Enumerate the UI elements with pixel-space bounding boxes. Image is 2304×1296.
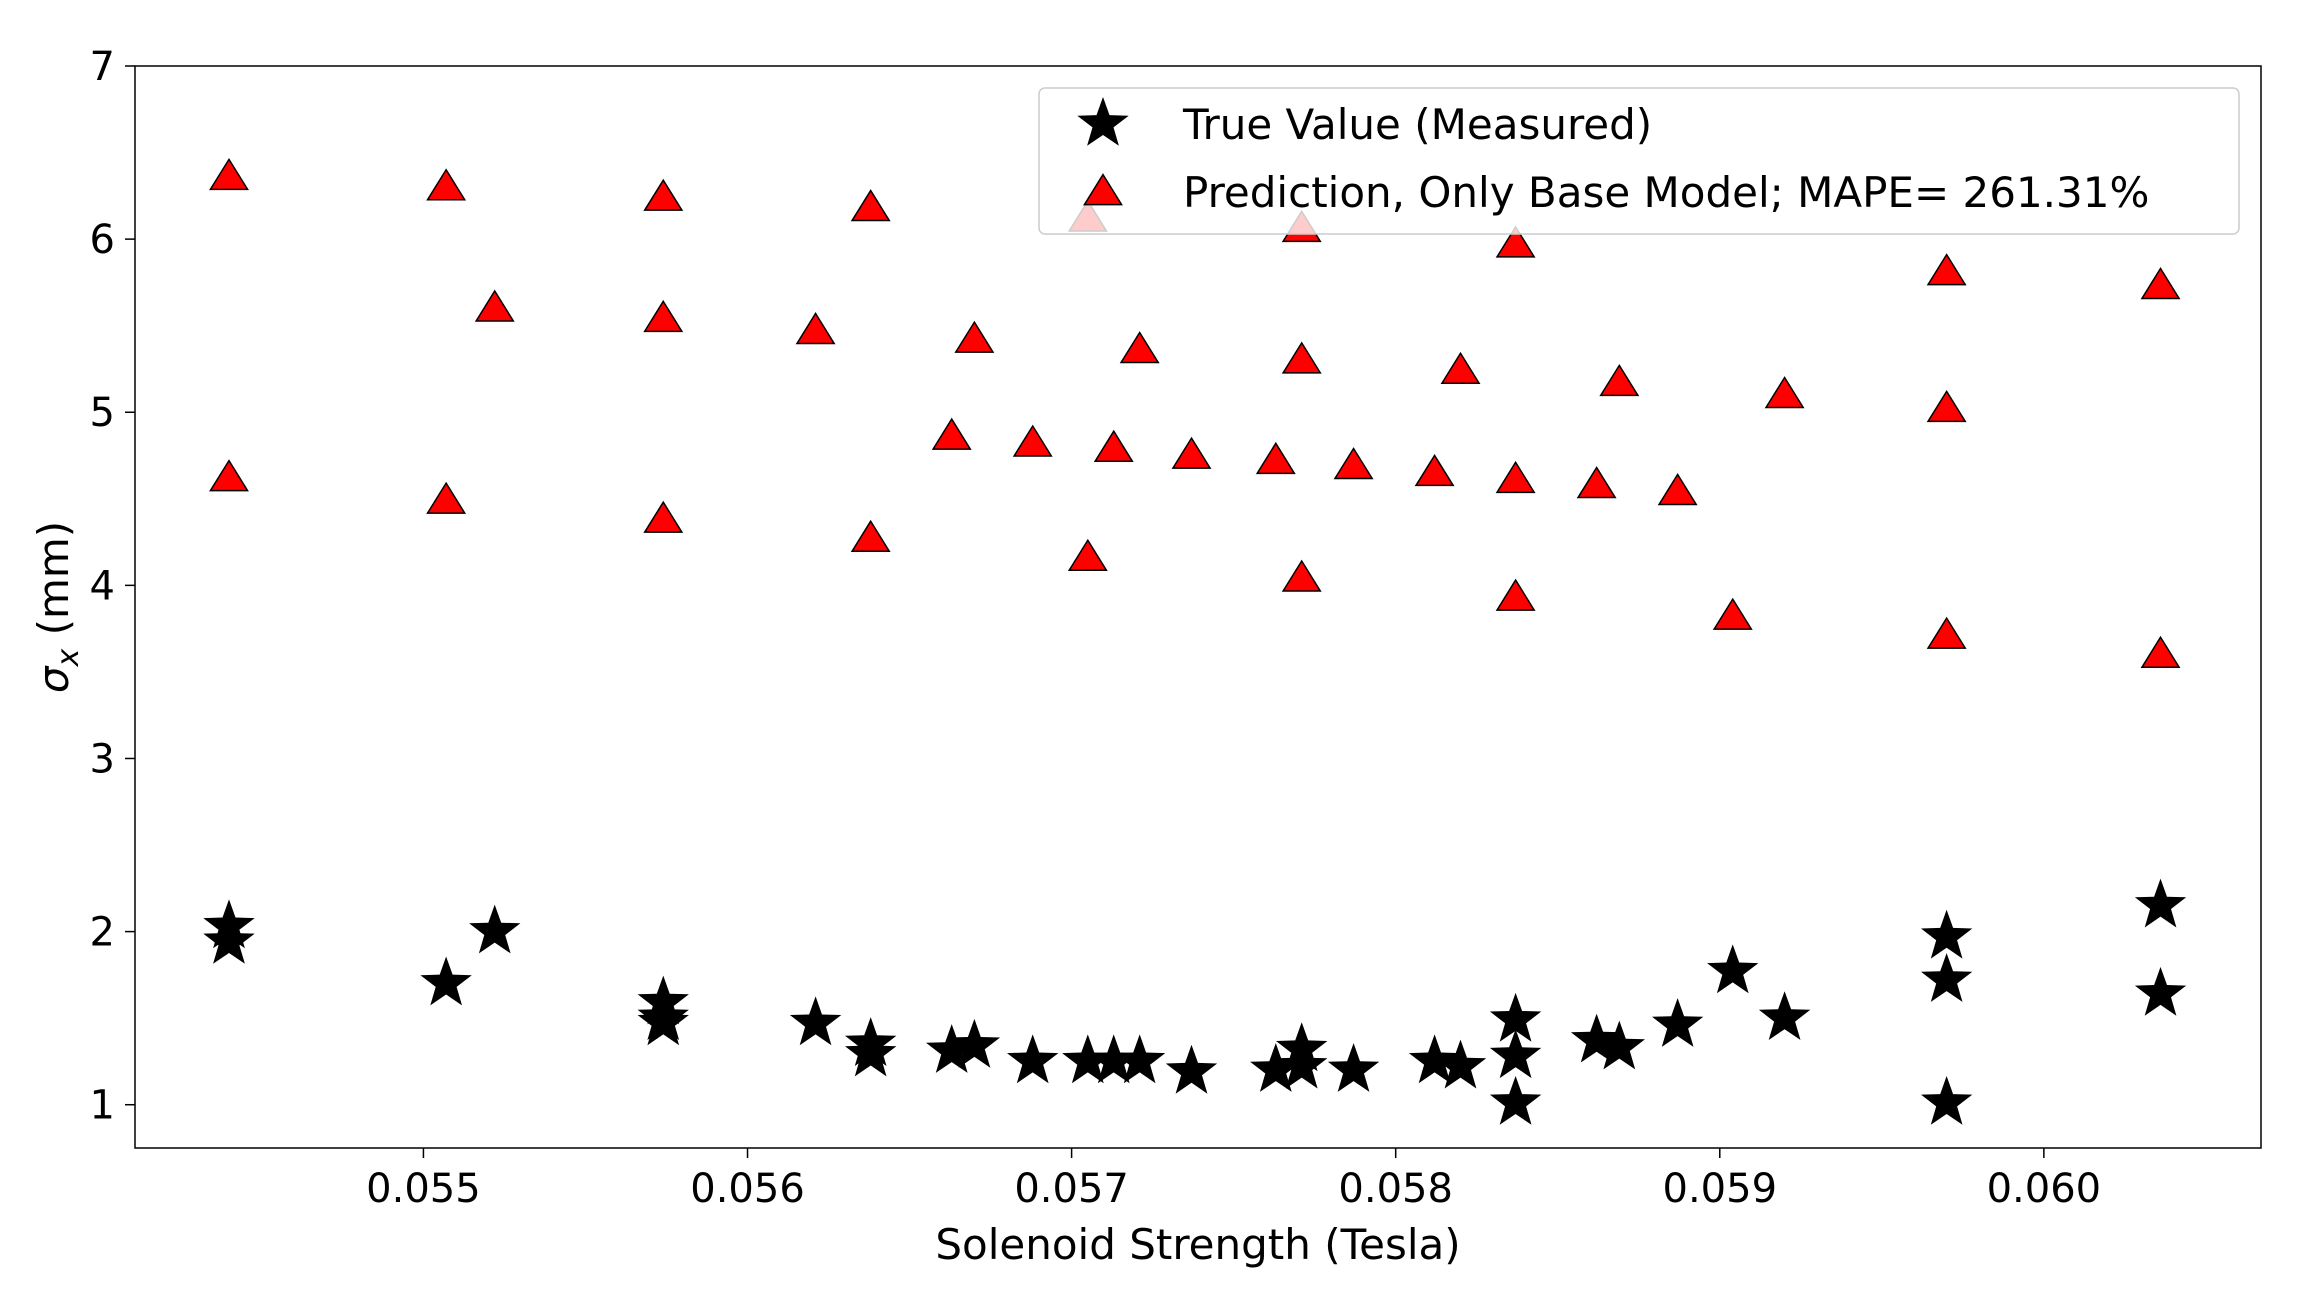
true-value-point [1062,1034,1114,1084]
true-value-point [1250,1043,1302,1092]
legend-label: True Value (Measured) [1182,100,1652,149]
true-value-point [420,956,472,1006]
prediction-point [1495,578,1536,611]
prediction-point [1926,253,1967,286]
prediction-point [209,459,249,492]
prediction-point [1599,363,1640,397]
prediction-point [1255,441,1296,475]
plot-frame [134,65,2262,1149]
true-value-point [469,904,521,954]
y-axis-label-symbol: σ [29,665,78,693]
prediction-point [1495,460,1536,494]
true-value-point [1707,944,1759,994]
true-value-point [1921,953,1973,1002]
true-value-point [1276,1039,1328,1089]
prediction-point [1333,447,1374,480]
y-axis-label: σx (mm) [29,521,86,693]
y-tick-label: 7 [90,44,115,90]
true-value-point [1652,998,1704,1047]
prediction-point [643,178,684,211]
x-axis-ticks: 0.055 0.056 0.057 0.058 0.059 0.060 [366,1148,2101,1212]
prediction-point [1414,454,1455,487]
true-value-point [2134,878,2187,928]
y-tick-label: 2 [90,910,115,956]
y-axis-label-unit: (mm) [29,521,78,649]
true-value-point [1489,992,1542,1042]
prediction-point [2140,267,2181,300]
x-axis-label: Solenoid Strength (Tesla) [935,1220,1460,1269]
y-tick-label: 3 [90,736,115,782]
prediction-point [954,320,995,353]
prediction-point [931,417,972,450]
prediction-point [1657,473,1698,506]
prediction-point [1495,225,1536,258]
true-value-point [1593,1020,1645,1070]
prediction-point [1926,616,1967,649]
true-value-point [1921,1076,1973,1125]
true-value-point [203,915,255,964]
true-value-point [1327,1043,1380,1092]
true-value-point [1165,1044,1218,1094]
x-tick-label: 0.056 [690,1166,805,1212]
points-layer [203,157,2187,1125]
prediction-point [426,168,467,201]
true-value-point [926,1024,978,1073]
true-value-point [1434,1039,1487,1089]
true-value-point [1007,1034,1059,1084]
true-value-point [1758,991,1811,1040]
prediction-point [850,519,891,552]
prediction-point [1012,424,1053,457]
true-value-point [1489,1029,1542,1079]
prediction-point [426,481,467,514]
x-tick-label: 0.057 [1014,1166,1129,1212]
true-value-point [948,1018,1001,1068]
true-value-point [789,996,842,1046]
true-value-point [1408,1034,1461,1084]
prediction-point [795,312,836,345]
true-value-point [1114,1034,1166,1084]
prediction-point [1764,376,1805,409]
true-value-point [2134,966,2187,1016]
prediction-point [1093,429,1134,462]
prediction-point [850,189,891,222]
prediction-point [643,299,684,333]
prediction-point [1281,341,1322,374]
y-tick-label: 6 [90,217,115,263]
legend-entries: True Value (Measured) Prediction, Only Ba… [1077,97,2149,217]
true-value-point [637,996,689,1046]
prediction-point [2140,635,2181,668]
legend-triangle-icon [1083,173,1123,206]
prediction-point [1440,351,1481,385]
prediction-point [1171,436,1212,469]
legend-star-icon [1077,97,1129,146]
y-tick-label: 5 [90,390,115,436]
prediction-point [1281,559,1322,592]
true-value-point [1489,1076,1542,1125]
y-tick-label: 4 [90,563,115,609]
true-value-point [1570,1013,1623,1063]
prediction-point [209,157,249,191]
legend-box [1038,87,2240,235]
x-tick-label: 0.060 [1987,1166,2102,1212]
legend-label: Prediction, Only Base Model; MAPE= 261.3… [1183,168,2149,217]
prediction-point [1119,331,1160,364]
true-value-point [1921,909,1973,959]
prediction-point [1926,389,1967,423]
true-value-point [1088,1034,1140,1084]
x-tick-label: 0.059 [1663,1166,1778,1212]
x-tick-label: 0.055 [366,1166,481,1212]
y-axis-label-subscript: x [51,649,86,668]
prediction-point [474,289,515,322]
prediction-point [1712,597,1753,630]
prediction-point [643,500,684,533]
legend: True Value (Measured) Prediction, Only Ba… [1038,87,2240,235]
y-axis-ticks: 1 2 3 4 5 6 7 [90,44,135,1129]
x-tick-label: 0.058 [1338,1166,1453,1212]
prediction-point [1067,538,1108,572]
prediction-point [1576,466,1617,499]
true-value-point [845,1027,897,1077]
y-tick-label: 1 [90,1083,115,1129]
